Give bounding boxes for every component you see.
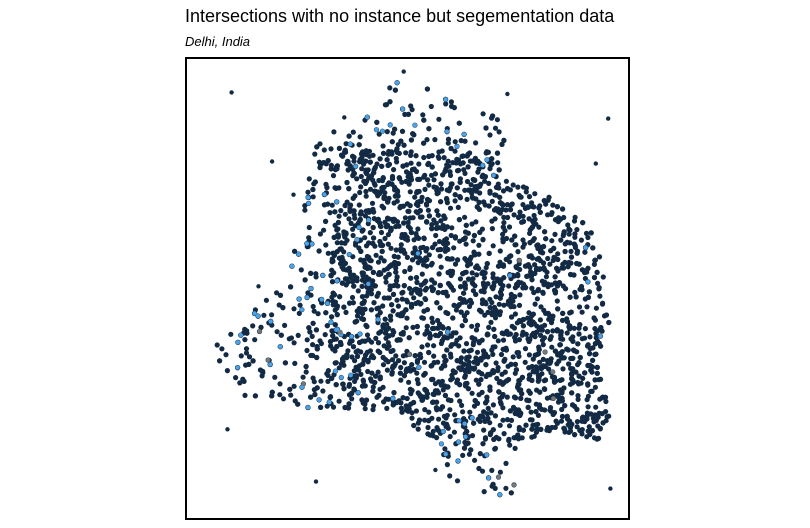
highlight-point-layer — [235, 80, 603, 497]
dense-point-layer — [214, 69, 613, 498]
grey-point-layer — [257, 258, 556, 488]
plot-subtitle: Delhi, India — [185, 34, 251, 49]
map-panel — [185, 57, 630, 520]
delhi-point-map — [214, 69, 613, 498]
plot-title: Intersections with no instance but segem… — [185, 6, 615, 26]
